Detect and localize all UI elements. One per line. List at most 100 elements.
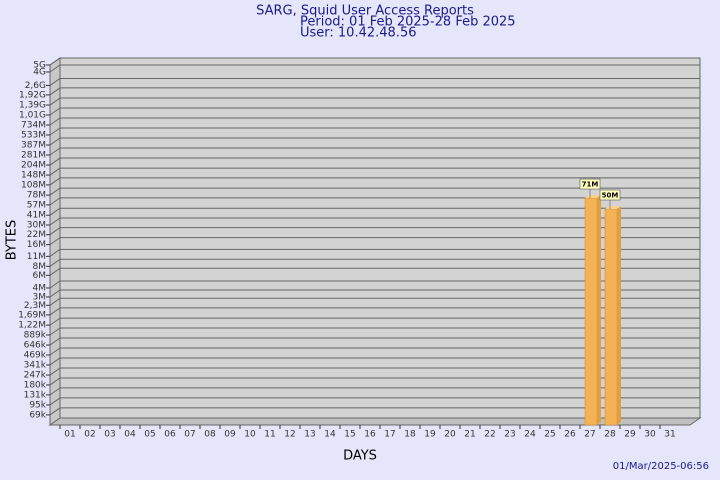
y-tick-label: 95k (29, 400, 46, 410)
x-tick-label: 04 (124, 430, 136, 440)
bar-top (605, 206, 621, 209)
x-tick-label: 07 (184, 430, 195, 440)
x-tick-label: 22 (484, 430, 495, 440)
y-tick-label: 78M (27, 191, 46, 201)
x-tick-label: 24 (524, 430, 536, 440)
grid-line (49, 317, 61, 326)
y-tick-label: 247k (24, 371, 47, 381)
y-axis-label: BYTES (5, 220, 20, 261)
grid-line (49, 397, 61, 406)
grid-line (49, 107, 61, 116)
bar (604, 208, 618, 426)
x-tick-label: 16 (364, 430, 376, 440)
x-tick-label: 14 (324, 430, 336, 440)
grid-line (49, 157, 61, 166)
y-tick-label: 734M (21, 120, 46, 130)
y-tick-label: 148M (21, 171, 46, 181)
grid-line (49, 64, 61, 73)
chart-subtitle: Period: 01 Feb 2025-28 Feb 2025 (300, 15, 516, 30)
grid-line (49, 258, 61, 267)
grid-line (49, 177, 61, 186)
grid-line (49, 367, 61, 376)
grid-line (49, 137, 61, 146)
y-tick-label: 180k (24, 380, 47, 390)
grid-line (49, 297, 61, 306)
grid-line (49, 57, 61, 66)
x-tick-label: 31 (664, 430, 675, 440)
y-tick-label: 69k (29, 410, 46, 420)
grid-line (49, 197, 61, 206)
x-tick-label: 17 (384, 430, 395, 440)
y-tick-label: 5G (33, 61, 46, 71)
grid-line (49, 387, 61, 396)
grid-line (49, 327, 61, 336)
grid-line (49, 167, 61, 176)
y-tick-label: 16M (27, 240, 46, 250)
y-tick-label: 108M (21, 180, 46, 190)
bar-side (617, 206, 621, 425)
grid-line (49, 289, 61, 298)
y-tick-label: 387M (21, 141, 46, 151)
grid-line (49, 97, 61, 106)
x-tick-label: 28 (604, 430, 616, 440)
x-tick-label: 30 (644, 430, 656, 440)
y-tick-label: 41M (27, 211, 46, 221)
y-tick-label: 3M (33, 292, 47, 302)
y-tick-label: 1,01G (19, 111, 46, 121)
y-tick-label: 4M (33, 283, 47, 293)
grid-line (49, 347, 61, 356)
y-tick-label: 8M (33, 262, 47, 272)
y-tick-label: 2,6G (25, 81, 46, 91)
x-tick-label: 13 (304, 430, 315, 440)
x-tick-label: 09 (224, 430, 236, 440)
y-tick-label: 6M (33, 271, 47, 281)
y-tick-label: 4G (33, 67, 46, 77)
grid-line (49, 337, 61, 346)
y-tick-label: 30M (27, 220, 46, 230)
grid-line (49, 357, 61, 366)
x-tick-label: 10 (244, 430, 256, 440)
value-label: 50M (602, 192, 619, 200)
value-label: 71M (582, 181, 599, 189)
grid-line (49, 407, 61, 416)
y-tick-label: 22M (27, 230, 46, 240)
grid-line (49, 147, 61, 156)
grid-line (49, 377, 61, 386)
y-tick-label: 469k (24, 351, 47, 361)
bar (584, 197, 598, 426)
x-tick-label: 27 (584, 430, 595, 440)
x-tick-label: 12 (284, 430, 295, 440)
x-tick-label: 20 (444, 430, 456, 440)
y-tick-label: 889k (24, 331, 47, 341)
x-tick-label: 23 (504, 430, 515, 440)
x-tick-label: 06 (164, 430, 176, 440)
y-tick-label: 2,3M (24, 301, 46, 311)
chart-subtitle: User: 10.42.48.56 (300, 26, 416, 41)
grid-line (49, 237, 61, 246)
y-tick-label: 1,22M (18, 321, 46, 331)
x-tick-label: 18 (404, 430, 416, 440)
y-tick-label: 131k (24, 390, 47, 400)
y-tick-label: 1,69M (18, 310, 46, 320)
chart-title: SARG, Squid User Access Reports (256, 4, 474, 19)
x-tick-label: 26 (564, 430, 576, 440)
y-tick-label: 1,39G (19, 101, 46, 111)
grid-line (49, 117, 61, 126)
bar-top (585, 195, 601, 199)
x-tick-label: 25 (544, 430, 555, 440)
x-tick-label: 11 (264, 430, 275, 440)
y-tick-label: 1,92G (19, 90, 46, 100)
x-tick-label: 01 (64, 430, 75, 440)
x-axis-label: DAYS (343, 449, 377, 464)
floor (48, 417, 702, 426)
grid-line (49, 207, 61, 216)
x-tick-label: 15 (344, 430, 355, 440)
grid-line (49, 280, 61, 289)
grid-line (49, 78, 61, 86)
y-tick-label: 341k (24, 360, 47, 370)
grid-line (49, 227, 61, 236)
x-tick-label: 19 (424, 430, 436, 440)
y-tick-label: 11M (27, 252, 46, 262)
y-tick-label: 57M (27, 200, 46, 210)
